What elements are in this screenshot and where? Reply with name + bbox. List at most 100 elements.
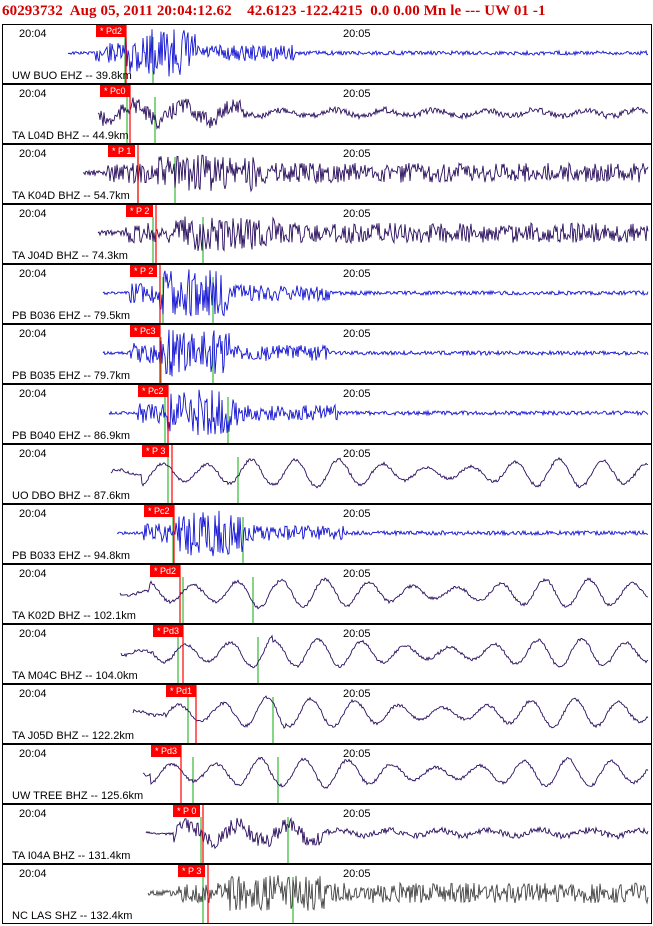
time-label-end: 20:05	[343, 808, 371, 820]
waveform-plot	[102, 265, 649, 323]
station-label: TA K02D BHZ -- 102.1km	[12, 610, 136, 622]
phase-pick-label[interactable]: * Pc3	[130, 325, 160, 337]
time-label-start: 20:04	[19, 868, 47, 880]
event-datetime: Aug 05, 2011 20:04:12.62	[69, 3, 232, 19]
seismic-waveform	[120, 634, 649, 669]
waveform-plot	[116, 505, 649, 563]
time-label-end: 20:05	[343, 868, 371, 880]
waveform-plot	[145, 805, 649, 863]
station-label: PB B035 EHZ -- 79.7km	[12, 370, 130, 382]
time-label-start: 20:04	[19, 28, 47, 40]
trace-panel: 20:04 20:05 * Pc0 TA L04D BHZ -- 44.9km	[2, 84, 652, 144]
time-label-end: 20:05	[343, 388, 371, 400]
trace-panel: 20:04 20:05 * P 2 TA J04D BHZ -- 74.3km	[2, 204, 652, 264]
waveform-plot	[110, 445, 649, 503]
time-label-start: 20:04	[19, 448, 47, 460]
trace-panel: 20:04 20:05 * Pd2 UW BUO EHZ -- 39.8km	[2, 24, 652, 84]
station-label: UO DBO BHZ -- 87.6km	[12, 490, 130, 502]
seismic-waveform	[108, 389, 649, 436]
waveform-plot	[97, 85, 649, 143]
phase-pick-label[interactable]: * Pc0	[100, 85, 130, 97]
seismic-waveform	[145, 817, 649, 850]
station-label: TA J05D BHZ -- 122.2km	[12, 730, 135, 742]
trace-panel: 20:04 20:05 * Pd3 TA M04C BHZ -- 104.0km	[2, 624, 652, 684]
time-label-end: 20:05	[343, 148, 371, 160]
time-label-start: 20:04	[19, 808, 47, 820]
seismic-waveform	[116, 510, 649, 557]
station-label: PB B040 EHZ -- 86.9km	[12, 430, 130, 442]
event-extra: 0.0 0.00 Mn le --- UW 01 -1	[370, 3, 546, 19]
seismic-waveform	[102, 329, 649, 377]
time-label-end: 20:05	[343, 508, 371, 520]
phase-pick-label[interactable]: * Pd1	[166, 685, 197, 697]
station-label: PB B036 EHZ -- 79.5km	[12, 310, 130, 322]
phase-pick-label[interactable]: * P 3	[142, 445, 170, 457]
event-location: 42.6123 -122.4215	[247, 3, 363, 19]
phase-pick-label[interactable]: * P 2	[130, 265, 158, 277]
waveform-plot	[97, 205, 649, 263]
event-header-text: 60293732 Aug 05, 2011 20:04:12.62 42.612…	[2, 3, 546, 20]
station-label: TA J04D BHZ -- 74.3km	[12, 250, 128, 262]
waveform-plot	[147, 865, 649, 923]
time-label-end: 20:05	[343, 568, 371, 580]
event-id: 60293732	[2, 3, 63, 19]
waveform-plot	[102, 325, 649, 383]
seismic-waveform	[102, 269, 649, 317]
waveform-plot	[108, 385, 649, 443]
phase-pick-label[interactable]: * Pc2	[138, 385, 168, 397]
time-label-end: 20:05	[343, 748, 371, 760]
time-label-start: 20:04	[19, 508, 47, 520]
phase-pick-label[interactable]: * P 1	[108, 145, 136, 157]
time-label-end: 20:05	[343, 328, 371, 340]
phase-pick-label[interactable]: * P 3	[178, 865, 206, 877]
station-label: TA I04A BHZ -- 131.4km	[12, 850, 131, 862]
seismic-waveform	[142, 756, 649, 789]
time-label-start: 20:04	[19, 208, 47, 220]
seismic-waveform	[82, 154, 649, 193]
trace-panel: 20:04 20:05 * P 3 UO DBO BHZ -- 87.6km	[2, 444, 652, 504]
phase-pick-label[interactable]: * Pd2	[150, 565, 181, 577]
time-label-start: 20:04	[19, 748, 47, 760]
trace-panel: 20:04 20:05 * P 0 TA I04A BHZ -- 131.4km	[2, 804, 652, 864]
phase-pick-label[interactable]: * Pd2	[96, 25, 127, 37]
time-label-start: 20:04	[19, 688, 47, 700]
seismic-waveform	[132, 695, 649, 729]
time-label-end: 20:05	[343, 628, 371, 640]
seismic-waveform	[97, 216, 649, 252]
seismic-waveform	[67, 29, 649, 77]
station-label: TA K04D BHZ -- 54.7km	[12, 190, 130, 202]
time-label-end: 20:05	[343, 208, 371, 220]
trace-panel: 20:04 20:05 * Pc2 PB B033 EHZ -- 94.8km	[2, 504, 652, 564]
time-label-start: 20:04	[19, 148, 47, 160]
station-label: UW BUO EHZ -- 39.8km	[12, 70, 132, 82]
time-label-end: 20:05	[343, 688, 371, 700]
station-label: TA M04C BHZ -- 104.0km	[12, 670, 138, 682]
seismic-waveform	[97, 97, 649, 130]
station-label: NC LAS SHZ -- 132.4km	[12, 910, 133, 922]
time-label-end: 20:05	[343, 28, 371, 40]
time-label-end: 20:05	[343, 88, 371, 100]
trace-panel: 20:04 20:05 * P 1 TA K04D BHZ -- 54.7km	[2, 144, 652, 204]
time-label-end: 20:05	[343, 268, 371, 280]
station-label: PB B033 EHZ -- 94.8km	[12, 550, 130, 562]
trace-panel: 20:04 20:05 * Pd2 TA K02D BHZ -- 102.1km	[2, 564, 652, 624]
seismic-waveform	[119, 577, 649, 610]
phase-pick-label[interactable]: * Pc2	[144, 505, 174, 517]
trace-panel: 20:04 20:05 * P 3 NC LAS SHZ -- 132.4km	[2, 864, 652, 924]
trace-panel: 20:04 20:05 * Pc3 PB B035 EHZ -- 79.7km	[2, 324, 652, 384]
seismic-waveform	[110, 456, 649, 489]
trace-panel: 20:04 20:05 * Pd3 UW TREE BHZ -- 125.6km	[2, 744, 652, 804]
phase-pick-label[interactable]: * Pd3	[153, 625, 184, 637]
seismic-waveform	[147, 875, 649, 912]
phase-pick-label[interactable]: * P 0	[173, 805, 201, 817]
waveform-plot	[132, 685, 649, 743]
trace-panel: 20:04 20:05 * Pc2 PB B040 EHZ -- 86.9km	[2, 384, 652, 444]
time-label-start: 20:04	[19, 328, 47, 340]
time-label-start: 20:04	[19, 628, 47, 640]
station-label: UW TREE BHZ -- 125.6km	[12, 790, 144, 802]
phase-pick-label[interactable]: * P 2	[126, 205, 154, 217]
phase-pick-label[interactable]: * Pd3	[151, 745, 182, 757]
time-label-end: 20:05	[343, 448, 371, 460]
time-label-start: 20:04	[19, 388, 47, 400]
time-label-start: 20:04	[19, 88, 47, 100]
